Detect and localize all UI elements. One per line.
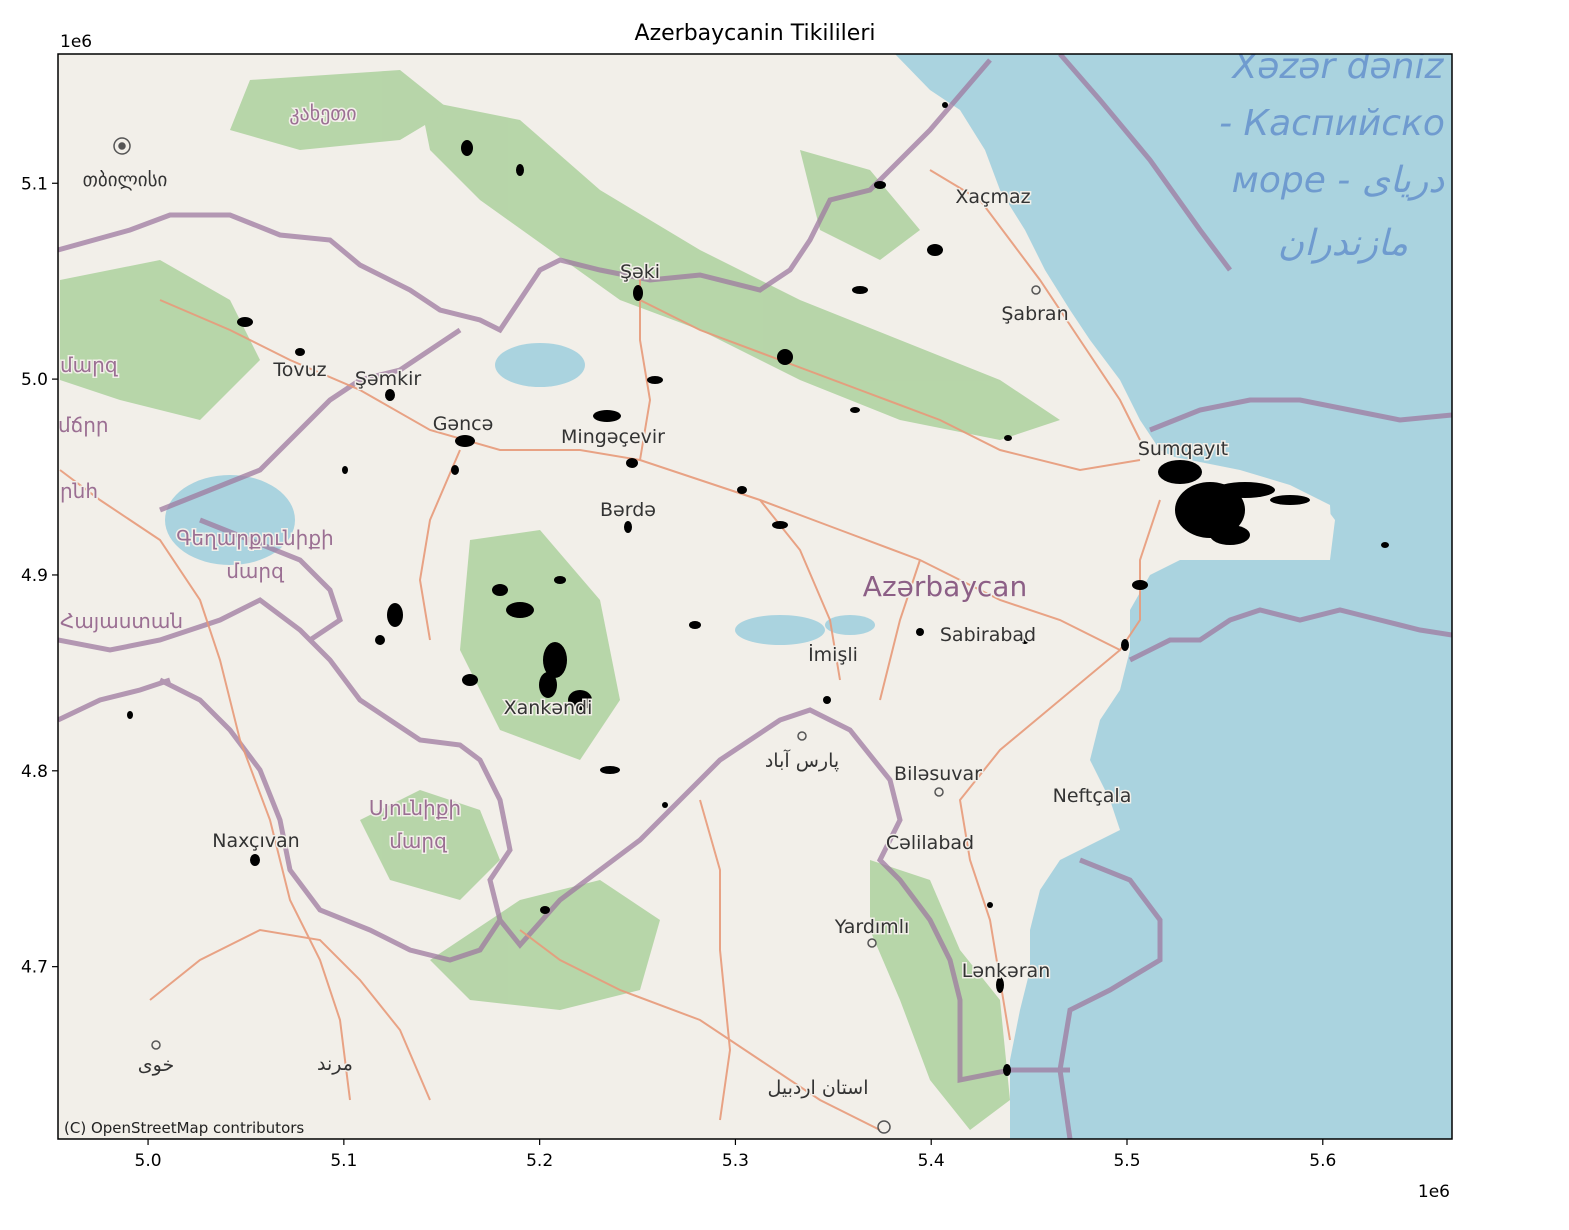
place-label: Biləsuvar xyxy=(894,763,982,785)
capital-marker-icon xyxy=(118,142,126,150)
y-tick-label: 5.0 xyxy=(21,370,48,390)
country-borders xyxy=(58,54,1452,1139)
place-label: Xankəndi xyxy=(504,697,593,719)
place-label: پارس آباد xyxy=(765,748,839,772)
sea-label: Xəzər dəniz - Каспийско море - دریای ماز… xyxy=(1219,46,1446,264)
x-tick-label: 5.4 xyxy=(918,1151,945,1171)
axes-frame xyxy=(57,53,1453,1140)
y-offset-label: 1e6 xyxy=(60,32,92,52)
country-label: Azərbaycan xyxy=(863,570,1027,603)
place-label: Yardımlı xyxy=(834,916,910,938)
region-label: Գեղարքունիքի xyxy=(176,526,333,550)
y-tick-label: 4.9 xyxy=(21,566,48,586)
x-offset-label: 1e6 xyxy=(1418,1182,1450,1202)
chart-title: Azerbaycanin Tikilileri xyxy=(635,21,876,46)
place-label: İmişli xyxy=(808,643,858,666)
place-label: Cəlilabad xyxy=(886,832,974,854)
city-marker-icon xyxy=(797,731,807,741)
place-label: Naxçıvan xyxy=(212,830,299,852)
city-marker-icons xyxy=(113,137,1041,1134)
place-label: استان اردبیل xyxy=(767,1077,868,1099)
attribution-text: (C) OpenStreetMap contributors xyxy=(64,1119,304,1137)
roads xyxy=(59,169,1161,1131)
y-tick-label: 4.8 xyxy=(21,762,48,782)
city-marker-icon xyxy=(877,1120,891,1134)
y-axis: 4.7 4.8 4.9 5.0 5.1 xyxy=(21,174,58,978)
place-label: Mingəçevir xyxy=(561,426,665,448)
x-tick-label: 5.5 xyxy=(1113,1151,1140,1171)
region-label: մարզ xyxy=(226,559,284,583)
region-label: մճրր xyxy=(58,413,109,437)
capital-marker-icon xyxy=(113,137,131,155)
city-marker-icon xyxy=(151,1040,161,1050)
sea-label-line: مازندران xyxy=(1278,223,1408,264)
lake-icon xyxy=(735,615,825,645)
x-tick-label: 5.3 xyxy=(722,1151,749,1171)
region-label: Հայաստան xyxy=(60,609,183,633)
mingachevir-reservoir xyxy=(495,343,585,387)
place-label: Lənkəran xyxy=(962,960,1051,982)
place-label: Xaçmaz xyxy=(955,186,1030,208)
place-label: თბილისი xyxy=(83,169,168,191)
x-tick-label: 5.1 xyxy=(330,1151,357,1171)
place-label: Sabirabad xyxy=(940,624,1036,646)
place-label: Şəmkir xyxy=(355,368,422,390)
region-label: մարզ xyxy=(389,829,447,853)
caspian-sea xyxy=(895,54,1452,1139)
region-label: კახეთი xyxy=(289,101,356,125)
y-tick-label: 5.1 xyxy=(21,174,48,194)
place-label: Şəki xyxy=(620,261,660,283)
region-label: Սյունիքի xyxy=(369,796,461,820)
x-tick-label: 5.2 xyxy=(526,1151,553,1171)
place-label: Neftçala xyxy=(1053,785,1132,807)
x-tick-label: 5.0 xyxy=(135,1151,162,1171)
sea-label-line: Xəzər dəniz xyxy=(1231,46,1445,87)
place-label: مرند xyxy=(317,1053,353,1075)
place-label: خوی xyxy=(138,1054,174,1076)
region-label: րնհ xyxy=(60,479,98,503)
city-marker-icon xyxy=(1031,285,1041,295)
city-marker-icon xyxy=(934,787,944,797)
place-label: Sumqayıt xyxy=(1138,438,1228,460)
lake-icon xyxy=(825,615,875,635)
building-footprints xyxy=(127,102,1389,1076)
place-label: Gəncə xyxy=(433,413,494,435)
y-tick-label: 4.7 xyxy=(21,958,48,978)
x-axis: 5.0 5.1 5.2 5.3 5.4 5.5 5.6 xyxy=(135,1139,1336,1171)
sea-label-line: - Каспийско xyxy=(1219,103,1445,144)
x-tick-label: 5.6 xyxy=(1309,1151,1336,1171)
place-label: Bərdə xyxy=(600,499,656,521)
place-label: Şabran xyxy=(1001,303,1068,325)
place-label: Tovuz xyxy=(272,359,326,381)
region-label: մարզ xyxy=(60,353,118,377)
map-area[interactable]: Xəzər dəniz - Каспийско море - دریای ماز… xyxy=(58,46,1452,1139)
city-marker-icon xyxy=(867,938,877,948)
sea-label-line: море - دریای xyxy=(1232,160,1446,201)
